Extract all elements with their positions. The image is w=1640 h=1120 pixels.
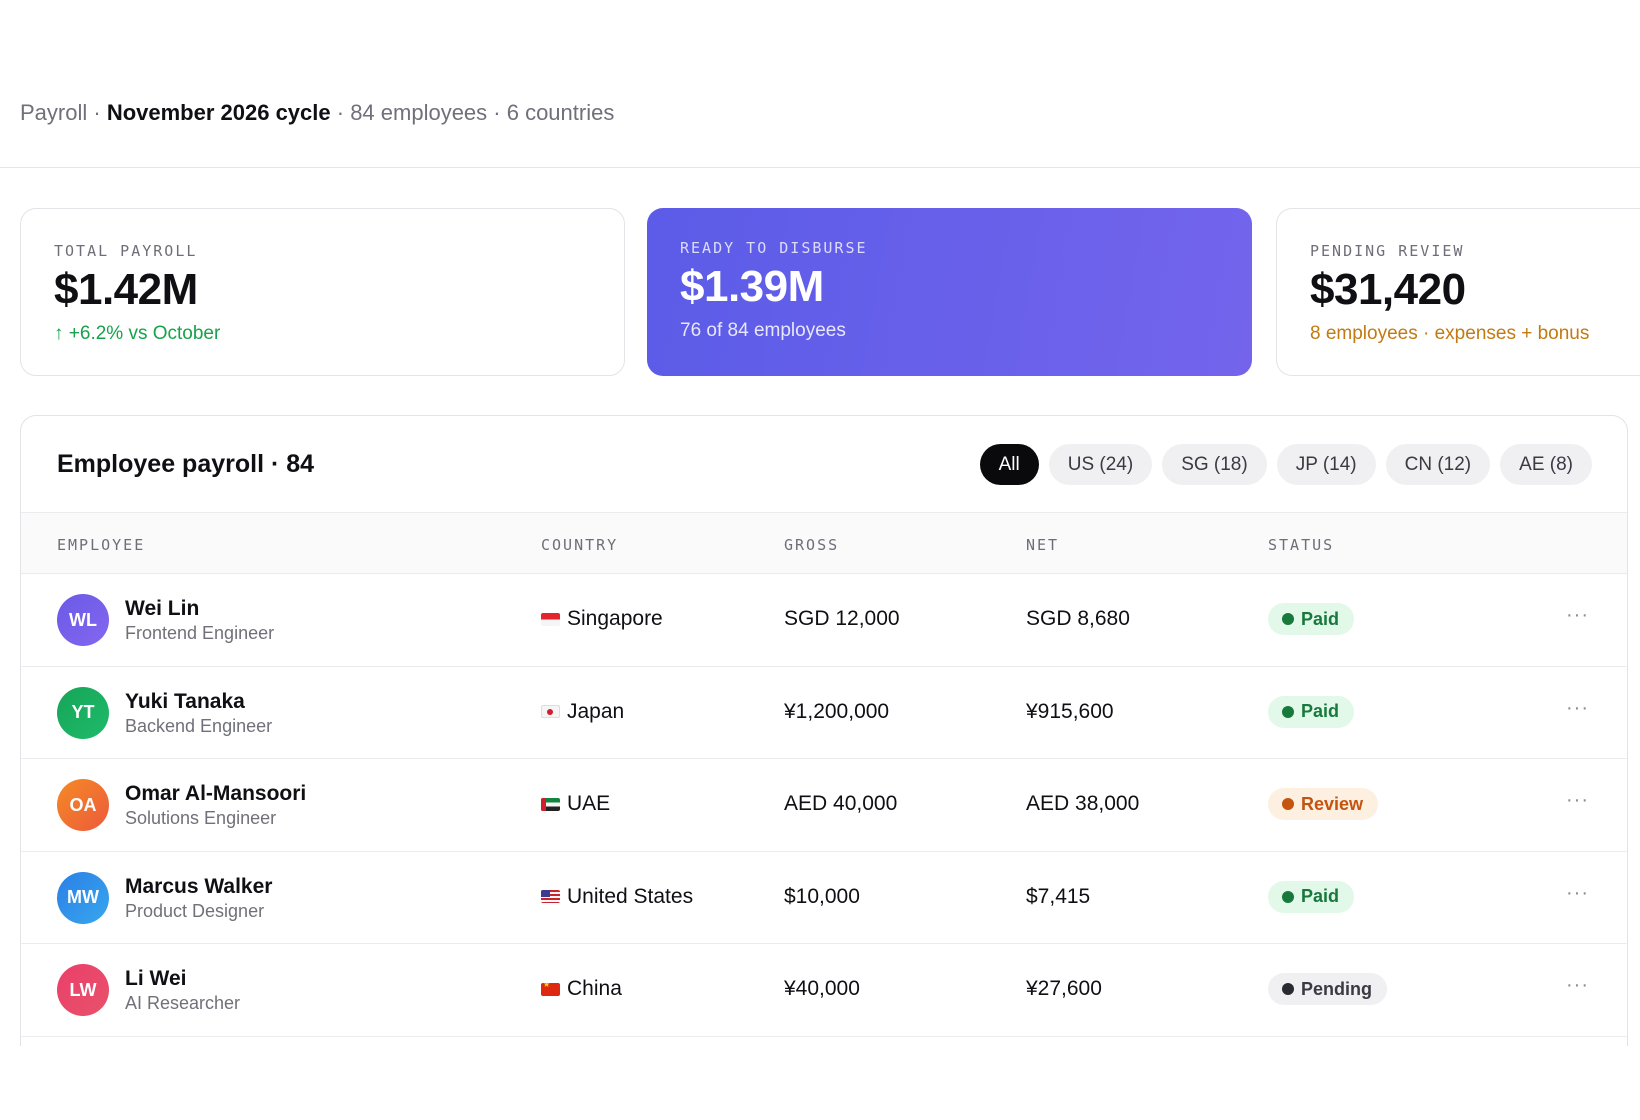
ready-value: $1.39M [680,262,824,311]
net-amount: ¥915,600 [1026,699,1114,723]
employee-name[interactable]: Li Wei [125,967,187,990]
table-body: WL Wei Lin Frontend Engineer Singapore S… [21,574,1627,1037]
flag-ae-icon [541,797,560,811]
employee-role: Solutions Engineer [125,808,277,828]
status-dot-icon [1282,798,1294,810]
country-cell: Japan [541,700,624,724]
total-payroll-label: TOTAL PAYROLL [54,242,198,260]
status-label: Pending [1301,978,1372,999]
table-row[interactable]: MW Marcus Walker Product Designer United… [21,852,1627,944]
gross-amount: $10,000 [784,884,860,908]
column-header-country[interactable]: COUNTRY [541,536,619,554]
employee-role: Product Designer [125,900,265,921]
column-header-net[interactable]: NET [1026,536,1060,554]
status-badge: Paid [1268,695,1355,728]
filter-chip-jp[interactable]: JP (14) [1276,444,1376,485]
employee-role: Backend Engineer [125,715,273,736]
more-actions-icon[interactable]: ··· [1566,789,1589,811]
avatar: LW [57,964,109,1016]
status-dot-icon [1282,983,1294,995]
breadcrumb-cycle: November 2026 cycle [106,100,331,125]
country-name: China [567,977,622,1000]
net-amount: $7,415 [1026,884,1091,908]
breadcrumb: Payroll · November 2026 cycle · 84 emplo… [20,100,615,125]
gross-amount: AED 40,000 [784,792,898,815]
avatar: WL [57,594,109,646]
status-badge: Review [1268,788,1379,820]
country-name: United States [567,884,694,908]
country-name: UAE [567,792,611,815]
status-dot-icon [1282,613,1294,625]
ready-sub: 76 of 84 employees [680,320,846,341]
total-payroll-value: $1.42M [54,265,198,314]
status-label: Paid [1301,886,1340,906]
net-amount: SGD 8,680 [1026,607,1130,630]
filter-chip-cn[interactable]: CN (12) [1385,444,1491,485]
pending-sub: 8 employees · expenses + bonus [1310,323,1590,344]
country-cell: UAE [541,792,610,816]
table-row[interactable]: YT Yuki Tanaka Backend Engineer Japan ¥1… [21,667,1627,759]
ready-label: READY TO DISBURSE [680,239,868,257]
flag-sg-icon [541,612,560,626]
breadcrumb-meta: · 84 employees · 6 countries [330,100,615,125]
more-actions-icon[interactable]: ··· [1566,696,1589,719]
filter-chip-us[interactable]: US (24) [1048,444,1153,485]
avatar: YT [57,686,109,739]
avatar: OA [57,779,109,831]
country-cell: China [541,977,622,1001]
status-badge: Paid [1268,880,1355,913]
country-name: Singapore [567,607,663,630]
country-cell: United States [541,885,693,909]
filter-chip-sg[interactable]: SG (18) [1162,444,1267,485]
table-header: EMPLOYEE COUNTRY GROSS NET STATUS [21,512,1627,574]
avatar: MW [57,871,109,924]
country-filter-chips: All US (24) SG (18) JP (14) CN (12) AE (… [979,444,1592,485]
pending-label: PENDING REVIEW [1310,242,1465,260]
gross-amount: ¥1,200,000 [784,699,890,723]
employee-payroll-table: Employee payroll · 84 All US (24) SG (18… [20,415,1628,1046]
employee-name[interactable]: Marcus Walker [125,874,273,898]
flag-us-icon [541,890,560,903]
status-label: Paid [1301,608,1340,629]
pending-value: $31,420 [1310,265,1466,314]
employee-role: AI Researcher [125,993,241,1013]
filter-chip-ae[interactable]: AE (8) [1500,444,1592,485]
more-actions-icon[interactable]: ··· [1566,974,1589,996]
table-row[interactable]: LW Li Wei AI Researcher China ¥40,000 ¥2… [21,944,1627,1037]
net-amount: ¥27,600 [1026,977,1102,1000]
header-bar: Payroll · November 2026 cycle · 84 emplo… [0,0,1640,168]
status-label: Review [1301,793,1364,814]
net-amount: AED 38,000 [1026,792,1140,815]
gross-amount: ¥40,000 [784,977,860,1000]
flag-jp-icon [541,705,560,718]
column-header-status[interactable]: STATUS [1268,536,1335,554]
employee-role: Frontend Engineer [125,623,275,643]
country-name: Japan [567,699,625,723]
more-actions-icon[interactable]: ··· [1566,881,1589,904]
flag-cn-icon [541,982,560,996]
ready-to-disburse-card[interactable]: READY TO DISBURSE $1.39M 76 of 84 employ… [647,208,1252,376]
status-label: Paid [1301,701,1340,721]
pending-review-card[interactable]: PENDING REVIEW $31,420 8 employees · exp… [1276,208,1640,376]
status-badge: Paid [1268,603,1355,635]
table-row[interactable]: OA Omar Al-Mansoori Solutions Engineer U… [21,759,1627,852]
gross-amount: SGD 12,000 [784,607,900,630]
employee-name[interactable]: Yuki Tanaka [125,689,245,713]
employee-name[interactable]: Omar Al-Mansoori [125,782,307,805]
country-cell: Singapore [541,607,663,631]
status-dot-icon [1282,705,1294,718]
status-dot-icon [1282,890,1294,903]
column-header-gross[interactable]: GROSS [784,536,840,554]
more-actions-icon[interactable]: ··· [1566,604,1589,626]
employee-name[interactable]: Wei Lin [125,597,200,620]
column-header-employee[interactable]: EMPLOYEE [57,536,146,554]
table-title: Employee payroll · 84 [57,450,315,478]
total-payroll-card: TOTAL PAYROLL $1.42M ↑ +6.2% vs October [20,208,625,376]
filter-chip-all[interactable]: All [979,444,1039,485]
table-row[interactable]: WL Wei Lin Frontend Engineer Singapore S… [21,574,1627,667]
total-payroll-change: ↑ +6.2% vs October [54,323,221,344]
breadcrumb-root[interactable]: Payroll [20,100,88,125]
status-badge: Pending [1268,973,1387,1005]
